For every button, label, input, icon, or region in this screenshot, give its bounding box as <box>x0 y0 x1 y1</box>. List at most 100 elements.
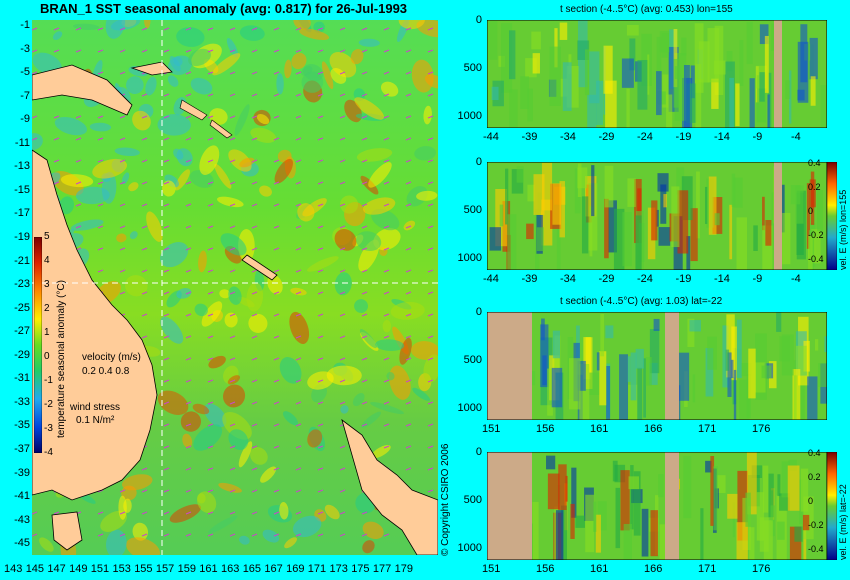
map-x-tick: 147 <box>47 563 66 575</box>
panel-y-tick: 1000 <box>457 110 482 122</box>
map-y-tick: -19 <box>14 231 30 243</box>
map-x-tick: 175 <box>351 563 370 575</box>
map-y-tick: -9 <box>20 113 30 126</box>
panel-x-tick: -24 <box>637 273 653 285</box>
map-y-tick: -7 <box>20 89 30 102</box>
map-x-tick: 143 <box>4 563 23 575</box>
map-y-tick: -5 <box>20 66 30 79</box>
map-y-tick: -35 <box>14 419 30 432</box>
map-y-tick: -3 <box>20 42 30 55</box>
map-y-tick: -25 <box>14 301 30 314</box>
map-x-tick: 157 <box>155 563 175 575</box>
panel-x-tick: -39 <box>521 131 538 143</box>
velocity-colorbar-tick: 0.2 <box>808 182 821 192</box>
colorbar-label: temperature seasonal anomaly (°C) <box>56 280 67 438</box>
sst-colorbar <box>34 237 42 453</box>
panel-y-tick: 500 <box>463 354 482 366</box>
colorbar-tick: -1 <box>44 375 53 386</box>
map-title: BRAN_1 SST seasonal anomaly (avg: 0.817)… <box>40 1 408 16</box>
panel-x-tick: 176 <box>752 423 771 435</box>
map-y-tick: -29 <box>14 348 30 361</box>
map-x-tick: 173 <box>329 563 348 575</box>
wind-legend-value: 0.1 N/m² <box>76 415 115 426</box>
section-panel-1 <box>487 20 827 128</box>
map-y-tick: -1 <box>20 19 30 31</box>
map-x-tick: 171 <box>307 563 327 575</box>
velocity-colorbar-label: vel. E (m/s) lat=-22 <box>838 484 848 560</box>
velocity-legend-title: velocity (m/s) <box>82 352 141 363</box>
colorbar-tick: -4 <box>44 447 53 458</box>
panel-x-tick: -9 <box>752 131 763 143</box>
map-x-tick: 155 <box>134 563 153 575</box>
map-y-tick: -17 <box>14 207 30 220</box>
panel-x-tick: -29 <box>598 273 615 285</box>
land-new-zealand <box>341 418 438 555</box>
map-x-tick: 149 <box>69 563 88 575</box>
panel-x-tick: 151 <box>482 423 501 435</box>
panel-y-tick: 1000 <box>457 542 482 554</box>
panel-y-tick: 1000 <box>457 252 482 264</box>
map-x-tick: 179 <box>394 563 413 575</box>
panel-x-tick: -34 <box>560 131 576 143</box>
map-y-tick: -39 <box>14 466 30 479</box>
panel-x-tick: -44 <box>483 131 499 143</box>
velocity-colorbar-tick: -0.4 <box>808 254 824 264</box>
section-panel-3 <box>487 312 827 420</box>
velocity-colorbar-tick: 0 <box>808 206 814 216</box>
velocity-colorbar-tick: -0.2 <box>808 520 824 530</box>
velocity-colorbar <box>827 452 837 560</box>
map-y-tick: -27 <box>14 325 30 338</box>
panel-x-tick: -29 <box>598 131 615 143</box>
velocity-colorbar-label: vel. E (m/s) lon=155 <box>838 189 848 270</box>
panel-x-tick: 166 <box>644 423 663 435</box>
panel-x-tick: 161 <box>590 563 609 575</box>
land-png <box>32 64 133 116</box>
colorbar-tick: 2 <box>44 303 50 314</box>
map-y-tick: -31 <box>14 372 30 385</box>
panel-x-tick: 171 <box>698 563 717 575</box>
wind-legend-title: wind stress <box>70 402 121 413</box>
section-panel-2 <box>487 162 827 270</box>
map-x-tick: 163 <box>221 563 240 575</box>
map-x-tick: 159 <box>177 563 196 575</box>
land-tasmania <box>51 511 83 551</box>
panel-subtitle: t section (-4..5°C) (avg: 1.03) lat=-22 <box>560 296 723 307</box>
map-x-tick: 165 <box>242 563 262 575</box>
panel-x-tick: 171 <box>698 423 717 435</box>
panel-y-tick: 0 <box>475 156 482 168</box>
map-y-tick: -41 <box>14 490 30 503</box>
panel-x-tick: -24 <box>637 131 653 143</box>
panel-subtitle: t section (-4..5°C) (avg: 0.453) lon=155 <box>560 4 733 15</box>
section-panel-4 <box>487 452 827 560</box>
panel-y-tick: 1000 <box>457 402 482 414</box>
panel-y-tick: 500 <box>463 204 482 216</box>
panel-x-tick: -44 <box>483 273 499 285</box>
panel-x-tick: -19 <box>675 131 692 143</box>
map-y-tick: -45 <box>14 537 30 550</box>
panel-y-tick: 0 <box>475 446 482 458</box>
panel-x-tick: -34 <box>560 273 576 285</box>
map-x-tick: 169 <box>286 563 305 575</box>
velocity-colorbar-tick: -0.2 <box>808 230 824 240</box>
velocity-colorbar-tick: 0.4 <box>808 158 821 168</box>
map-y-tick: -15 <box>14 183 30 196</box>
panel-y-tick: 500 <box>463 62 482 74</box>
map-x-tick: 167 <box>264 563 283 575</box>
panel-x-tick: -14 <box>714 131 730 143</box>
velocity-colorbar-tick: 0 <box>808 496 814 506</box>
colorbar-tick: 3 <box>44 279 50 290</box>
velocity-colorbar-tick: 0.4 <box>808 448 821 458</box>
panel-x-tick: 151 <box>482 563 501 575</box>
map-y-tick: -13 <box>14 160 30 173</box>
colorbar-tick: -3 <box>44 423 53 434</box>
map-y-tick: -43 <box>14 513 30 526</box>
panel-x-tick: -9 <box>752 273 763 285</box>
panel-y-tick: 0 <box>475 306 482 318</box>
map-y-tick: -37 <box>14 443 30 455</box>
colorbar-tick: -2 <box>44 399 53 410</box>
velocity-colorbar-tick: 0.2 <box>808 472 821 482</box>
velocity-legend-values: 0.2 0.4 0.8 <box>82 366 130 377</box>
panel-x-tick: 166 <box>644 563 663 575</box>
land-australia <box>32 149 158 501</box>
land-new-caledonia <box>241 254 278 281</box>
